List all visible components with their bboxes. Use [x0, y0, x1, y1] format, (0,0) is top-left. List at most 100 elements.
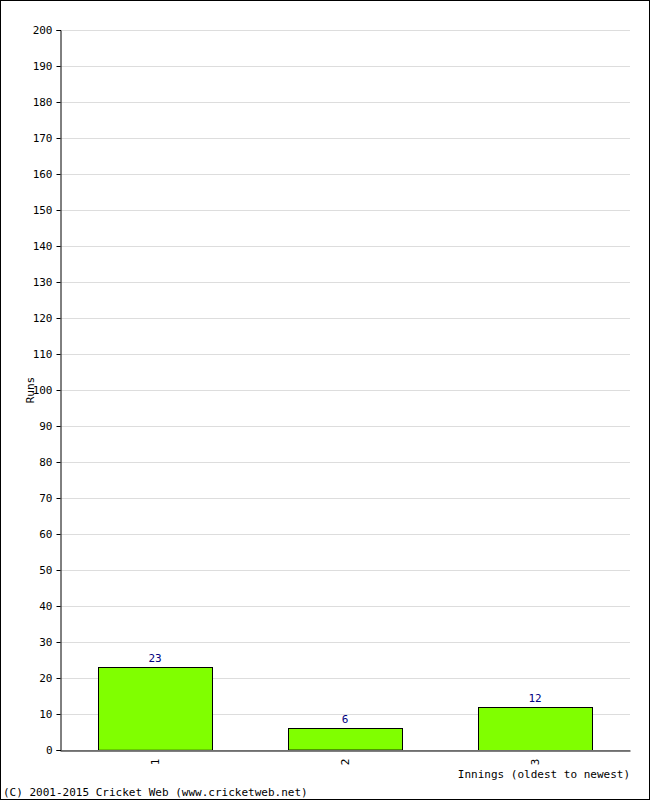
grid-line [60, 174, 630, 175]
y-tick-label: 10 [39, 708, 52, 721]
grid-line [60, 246, 630, 247]
bar [289, 729, 403, 751]
y-tick-label: 200 [33, 24, 53, 37]
grid-line [60, 102, 630, 103]
y-tick-mark [57, 750, 61, 751]
y-tick: 40 [39, 600, 60, 613]
y-tick-label: 120 [33, 312, 53, 325]
grid-line [60, 66, 630, 67]
grid-line [60, 606, 630, 607]
y-tick-mark [57, 354, 61, 355]
grid-line [60, 282, 630, 283]
x-tick: 2 [339, 759, 352, 766]
y-tick-mark [57, 210, 61, 211]
grid-line [60, 354, 630, 355]
y-tick: 120 [33, 312, 61, 325]
y-tick: 80 [39, 456, 60, 469]
y-tick-label: 170 [33, 132, 53, 145]
grid-line [60, 318, 630, 319]
bars [99, 668, 593, 751]
y-tick-mark [57, 318, 61, 319]
y-tick-mark [57, 246, 61, 247]
y-tick-mark [57, 426, 61, 427]
y-tick: 110 [33, 348, 61, 361]
y-tick-label: 160 [33, 168, 53, 181]
grid-line [60, 534, 630, 535]
y-tick: 150 [33, 204, 61, 217]
y-tick-label: 190 [33, 60, 53, 73]
y-tick: 160 [33, 168, 61, 181]
data-labels: 23 6 12 [148, 652, 541, 726]
grid-line [60, 30, 630, 31]
y-tick: 140 [33, 240, 61, 253]
y-tick-label: 150 [33, 204, 53, 217]
y-tick-label: 50 [39, 564, 52, 577]
y-tick-mark [57, 534, 61, 535]
y-tick-mark [57, 30, 61, 31]
bar [99, 668, 213, 751]
y-tick-mark [57, 570, 61, 571]
y-tick: 200 [33, 24, 61, 37]
y-tick-mark [57, 390, 61, 391]
x-axis-title: Innings (oldest to newest) [458, 768, 630, 781]
grid-line [60, 138, 630, 139]
grid-line [60, 390, 630, 391]
y-tick: 20 [39, 672, 60, 685]
x-tick-label: 3 [529, 759, 542, 766]
y-tick: 90 [39, 420, 60, 433]
y-tick-label: 30 [39, 636, 52, 649]
y-tick: 170 [33, 132, 61, 145]
y-tick: 180 [33, 96, 61, 109]
bar [479, 708, 593, 751]
y-tick: 70 [39, 492, 60, 505]
y-tick-label: 180 [33, 96, 53, 109]
data-label: 23 [148, 652, 161, 665]
x-axis: 1 2 3 [61, 751, 631, 765]
grid [60, 31, 630, 751]
x-tick: 3 [529, 759, 542, 766]
y-tick: 10 [39, 708, 60, 721]
x-axis-line [61, 751, 631, 752]
y-axis-title: Runs [24, 377, 37, 404]
y-tick-label: 80 [39, 456, 52, 469]
footer-note: (C) 2001-2015 Cricket Web (www.cricketwe… [3, 786, 308, 799]
grid-line [60, 498, 630, 499]
x-tick-label: 1 [149, 759, 162, 766]
grid-line [60, 210, 630, 211]
y-tick-mark [57, 714, 61, 715]
y-tick-label: 70 [39, 492, 52, 505]
grid-line [60, 462, 630, 463]
x-tick: 1 [149, 759, 162, 766]
y-tick-mark [57, 102, 61, 103]
y-tick: 0 [46, 744, 61, 757]
frame [1, 1, 650, 800]
y-tick-mark [57, 66, 61, 67]
y-tick-mark [57, 498, 61, 499]
y-tick-mark [57, 462, 61, 463]
chart: 0102030405060708090100110120130140150160… [0, 0, 650, 800]
grid-line [60, 642, 630, 643]
y-tick: 50 [39, 564, 60, 577]
y-tick-label: 90 [39, 420, 52, 433]
y-tick-mark [57, 282, 61, 283]
data-label: 6 [342, 713, 349, 726]
y-tick: 30 [39, 636, 60, 649]
y-tick-label: 40 [39, 600, 52, 613]
y-tick-label: 110 [33, 348, 53, 361]
y-tick-mark [57, 678, 61, 679]
y-tick-mark [57, 606, 61, 607]
y-tick: 130 [33, 276, 61, 289]
y-tick-mark [57, 138, 61, 139]
y-axis-line [57, 31, 62, 751]
data-label: 12 [528, 692, 541, 705]
y-tick-mark [57, 174, 61, 175]
y-tick: 190 [33, 60, 61, 73]
y-tick-label: 20 [39, 672, 52, 685]
y-tick-mark [57, 642, 61, 643]
grid-line [60, 750, 630, 751]
y-tick-label: 140 [33, 240, 53, 253]
grid-line [60, 570, 630, 571]
grid-line [60, 426, 630, 427]
y-tick-label: 130 [33, 276, 53, 289]
y-tick: 60 [39, 528, 60, 541]
